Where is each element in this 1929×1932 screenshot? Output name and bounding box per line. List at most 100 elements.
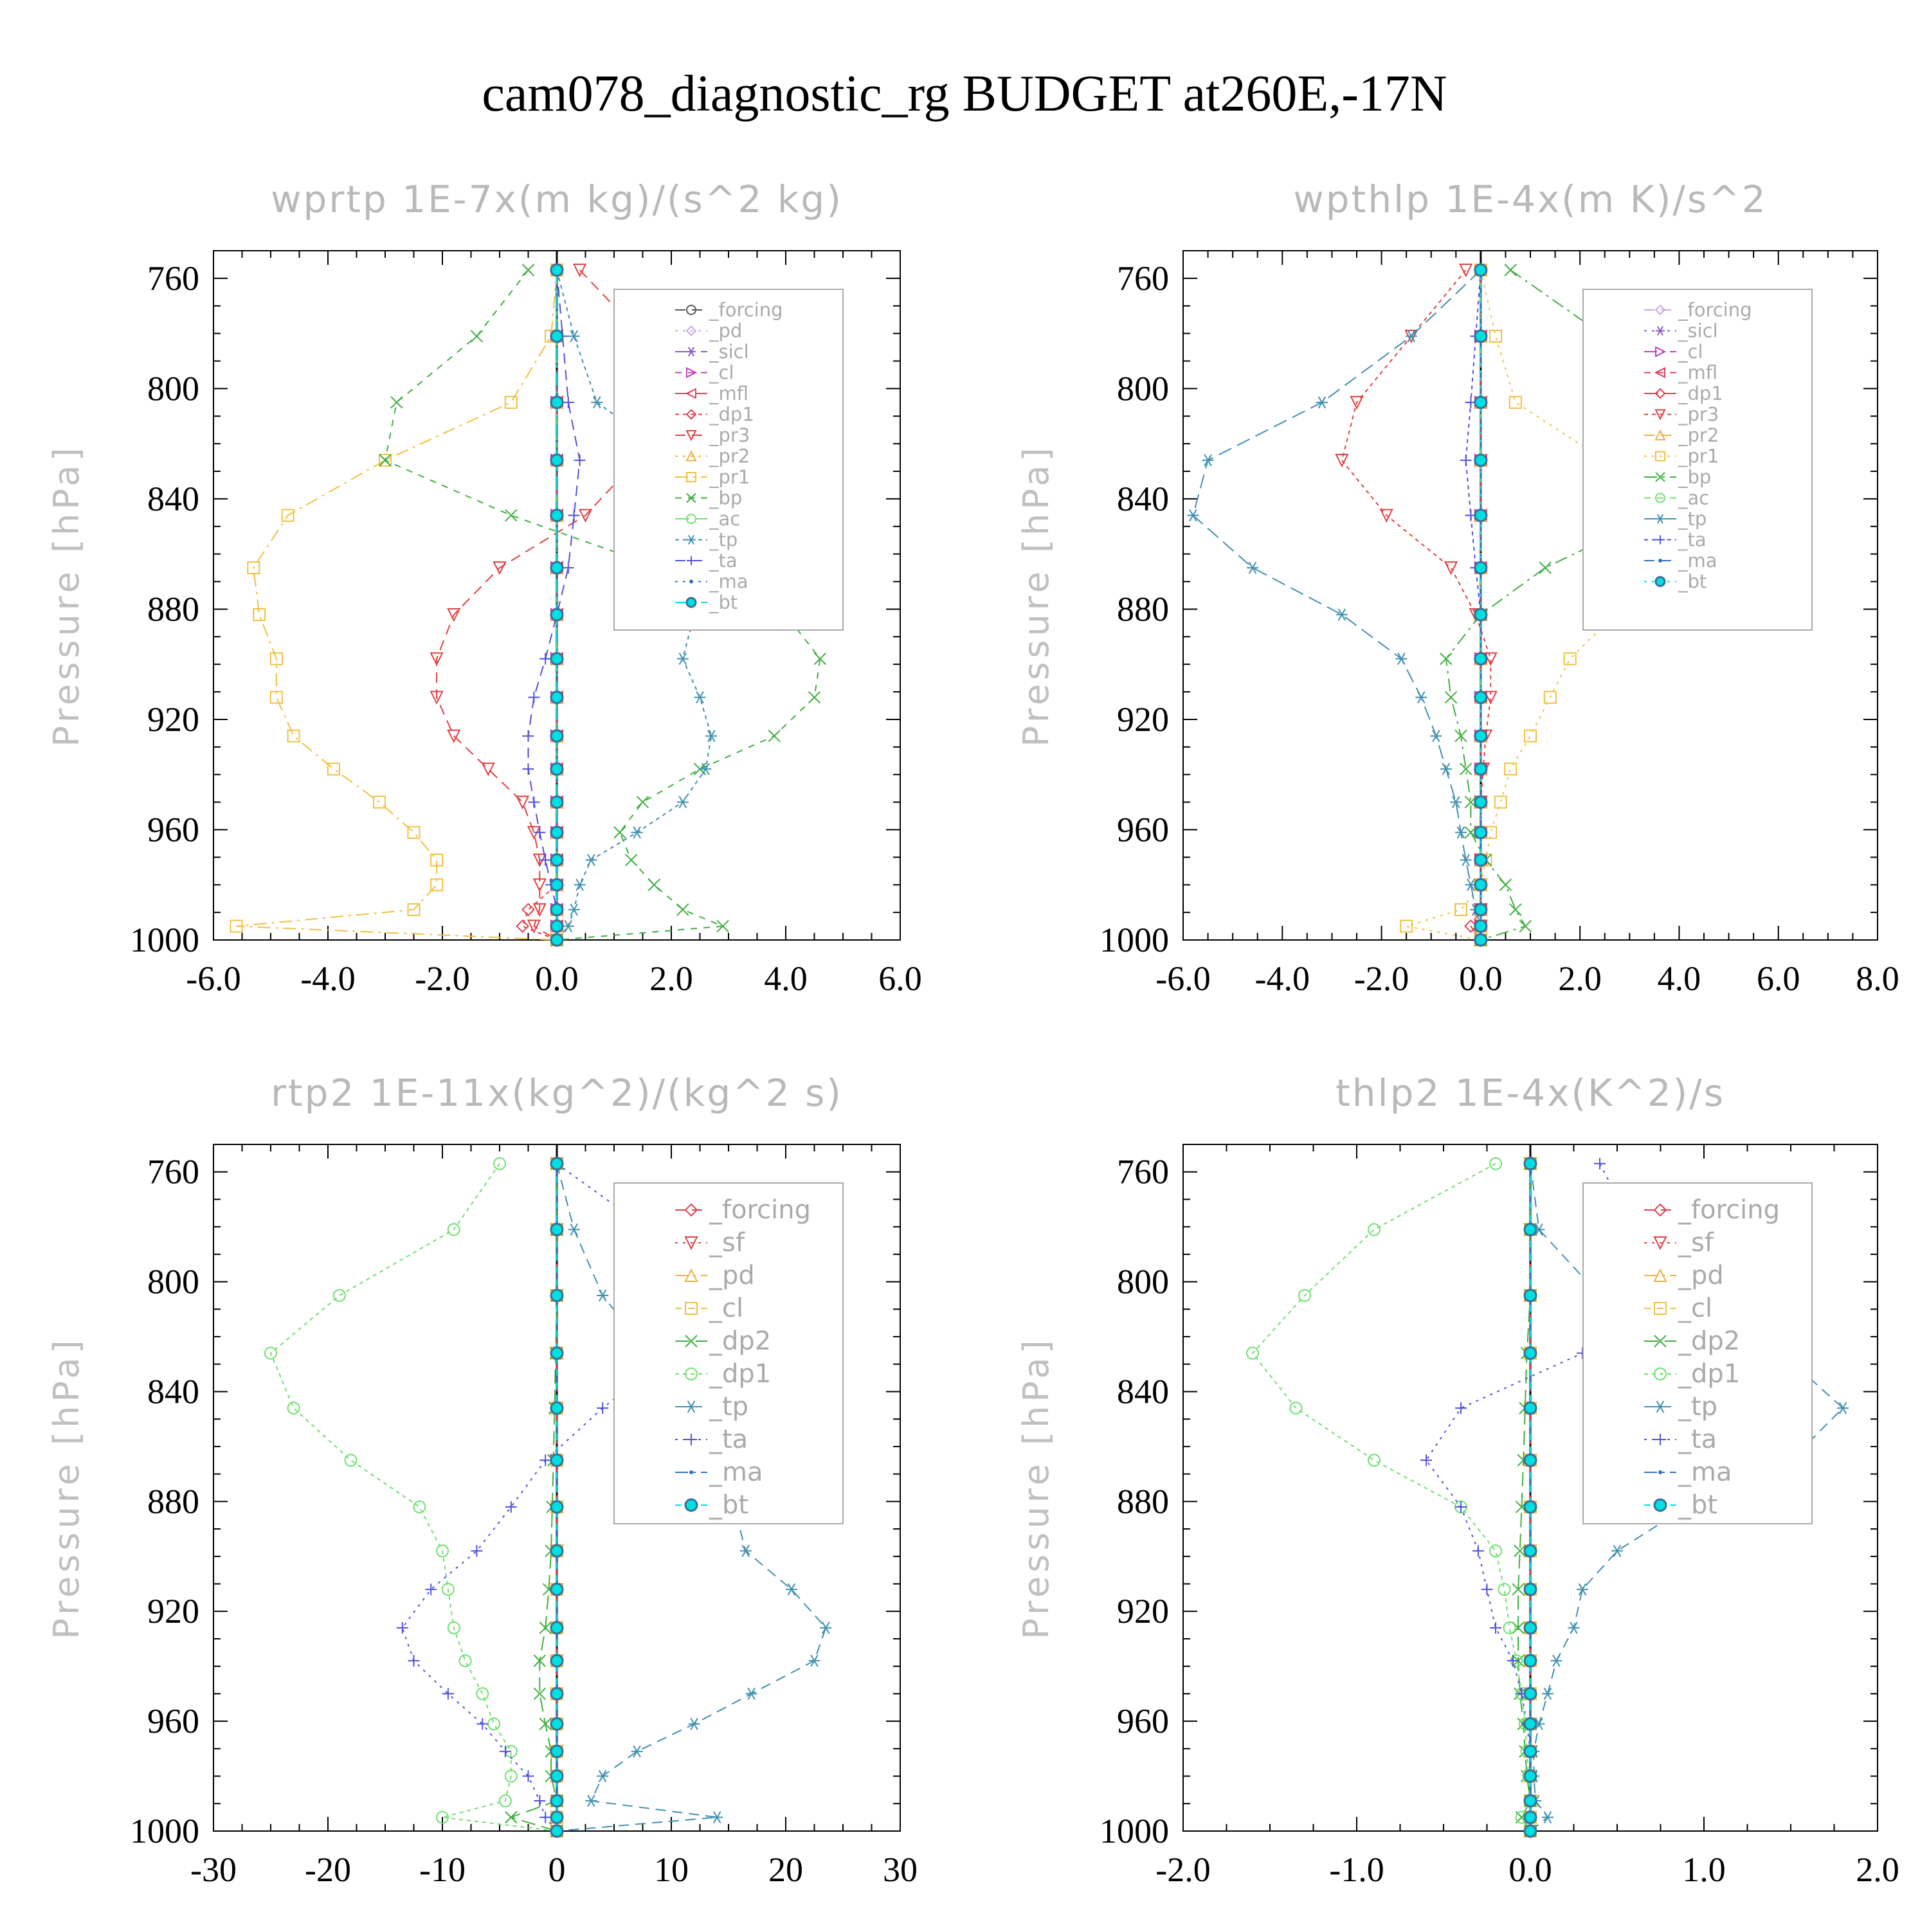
legend-swatch-marker: [1654, 1434, 1666, 1445]
data-point: [504, 1769, 518, 1783]
data-point-shape: [550, 1582, 564, 1596]
legend-label: _cl: [709, 362, 734, 384]
data-point: [1474, 853, 1488, 867]
x-tick-label: -2.0: [1354, 959, 1409, 998]
data-point: [711, 1811, 723, 1824]
data-point-shape: [550, 853, 564, 867]
legend-label: _dp2: [1678, 1326, 1740, 1356]
legend-item-ac: _ac: [675, 508, 740, 530]
data-point: [574, 878, 586, 891]
data-point: [1202, 454, 1214, 467]
data-point-shape: [516, 919, 530, 933]
data-point: [1455, 1501, 1467, 1513]
data-point-shape: [441, 1583, 455, 1596]
legend-item-mfl: _mfl: [675, 383, 748, 404]
legend-label: _tp: [1678, 1392, 1717, 1422]
data-point-shape: [539, 653, 552, 665]
data-point-shape: [1474, 795, 1488, 809]
data-point: [550, 933, 564, 947]
x-ticks: -30 -20 -10 0 10 20 30: [190, 1144, 918, 1889]
legend-swatch-marker: [684, 1236, 698, 1250]
data-point: [390, 396, 403, 409]
data-point-shape: [1474, 263, 1488, 277]
legend-swatch-marker-shape: [1653, 1268, 1667, 1282]
data-point-shape: [1519, 919, 1532, 933]
data-point: [550, 1717, 564, 1731]
data-point: [1368, 1223, 1381, 1236]
data-point-shape: [597, 1770, 609, 1783]
data-point-shape: [1400, 919, 1413, 933]
data-point-shape: [447, 1223, 460, 1236]
legend-item-bt: _bt: [1644, 1490, 1717, 1520]
series-bt: [1474, 263, 1488, 947]
y-tick-label: 920: [1117, 700, 1169, 739]
data-point: [1490, 1621, 1501, 1634]
legend-item-tp: _tp: [675, 1392, 748, 1422]
data-point-shape: [332, 1288, 346, 1302]
data-point-shape: [676, 796, 689, 809]
legend-label: _bt: [1678, 1490, 1717, 1520]
data-point-shape: [1483, 691, 1498, 705]
legend-item-sf: _sf: [675, 1228, 745, 1258]
data-point-shape: [430, 652, 444, 666]
data-point: [785, 1583, 797, 1596]
data-point-shape: [739, 1544, 752, 1557]
data-point-shape: [1474, 878, 1488, 892]
data-point-shape: [327, 763, 340, 776]
data-point: [550, 1544, 564, 1558]
data-point: [1289, 1402, 1303, 1415]
data-point-shape: [1514, 1544, 1526, 1557]
data-point-shape: [425, 1584, 437, 1596]
legend-label: _bt: [709, 591, 738, 613]
data-point: [1316, 396, 1328, 409]
data-point-shape: [447, 729, 461, 743]
data-point-shape: [505, 1810, 518, 1824]
data-point: [1474, 878, 1488, 892]
legend-swatch-marker: [687, 347, 696, 357]
data-point: [1611, 1544, 1623, 1557]
y-tick-label: 1000: [130, 1812, 199, 1850]
data-point-shape: [528, 796, 540, 808]
data-point: [597, 1770, 609, 1783]
data-point: [471, 1545, 483, 1557]
data-point: [327, 763, 340, 776]
data-point-shape: [447, 1621, 460, 1634]
data-point: [430, 853, 444, 867]
legend-swatch-marker-shape: [1654, 1302, 1667, 1315]
data-point-shape: [550, 795, 564, 809]
legend-swatch-marker-shape: [685, 1335, 698, 1348]
data-point-shape: [1523, 1346, 1537, 1360]
legend-label: _pr2: [709, 446, 750, 467]
y-tick-label: 840: [1117, 480, 1169, 518]
y-tick-label: 840: [1117, 1372, 1169, 1411]
data-point: [562, 920, 574, 933]
series-line: [1341, 269, 1492, 940]
legend-swatch-marker: [689, 579, 693, 584]
data-point-shape: [550, 608, 564, 622]
data-point: [1420, 1454, 1432, 1467]
y-tick-label: 960: [1117, 1702, 1169, 1740]
legend-label: _pr1: [1678, 446, 1719, 467]
legend-swatch-marker: [684, 1268, 698, 1282]
legend-label: _cl: [1678, 1294, 1712, 1323]
data-point-shape: [550, 1500, 564, 1514]
legend-item-pr3: _pr3: [1644, 404, 1719, 426]
data-point-shape: [1504, 763, 1517, 776]
data-point: [373, 795, 386, 809]
data-point: [1335, 453, 1349, 468]
legend-swatch-marker-shape: [1656, 514, 1665, 524]
legend-swatch-marker-shape: [685, 430, 697, 442]
data-point-shape: [1474, 853, 1488, 867]
data-point: [1481, 1584, 1493, 1596]
legend-swatch-marker-shape: [684, 1203, 698, 1217]
legend-label: _ac: [709, 508, 740, 530]
data-point: [716, 919, 729, 933]
data-point: [739, 1544, 752, 1557]
data-point: [281, 509, 294, 522]
data-point-shape: [534, 826, 546, 838]
data-point: [550, 1769, 564, 1783]
data-point: [1504, 264, 1517, 276]
data-point-shape: [1474, 395, 1488, 410]
data-point-shape: [396, 1621, 408, 1634]
